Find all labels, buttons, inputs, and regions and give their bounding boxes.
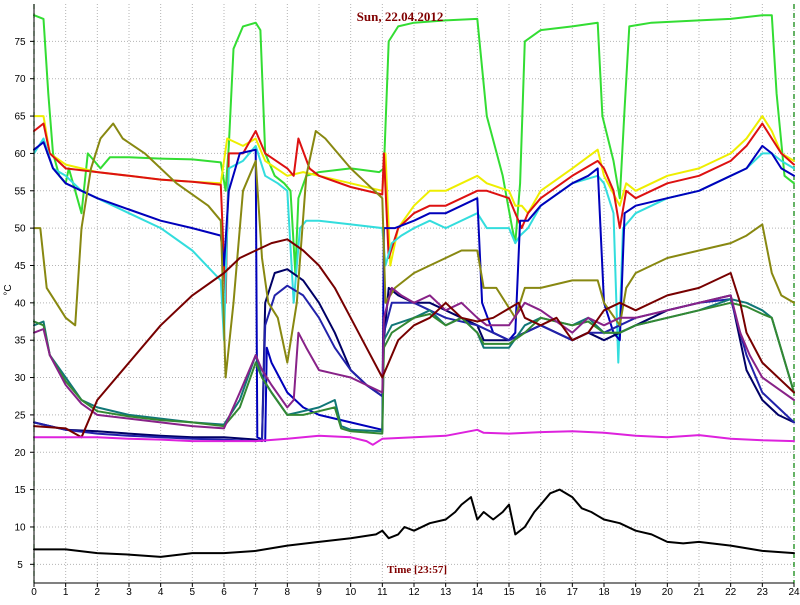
y-tick-label: 55	[14, 186, 26, 197]
y-tick-label: 10	[14, 522, 26, 533]
y-tick-label: 60	[14, 149, 26, 160]
x-tick-label: 12	[408, 587, 420, 598]
x-tick-label: 3	[126, 587, 132, 598]
series-line-4	[33, 137, 795, 364]
series-line-8	[33, 122, 795, 379]
x-tick-label: 8	[285, 587, 291, 598]
x-tick-label: 22	[725, 587, 737, 598]
x-tick-label: 1	[63, 587, 69, 598]
x-tick-label: 10	[345, 587, 357, 598]
x-tick-label: 7	[253, 587, 259, 598]
y-tick-label: 70	[14, 74, 26, 85]
y-tick-label: 45	[14, 261, 26, 272]
x-tick-label: 2	[95, 587, 101, 598]
chart-title: Sun, 22.04.2012	[357, 9, 444, 24]
series-line-7	[33, 284, 795, 443]
y-tick-label: 40	[14, 298, 26, 309]
x-tick-label: 19	[630, 587, 642, 598]
x-tick-label: 6	[221, 587, 227, 598]
y-tick-label: 25	[14, 410, 26, 421]
x-tick-label: 18	[598, 587, 610, 598]
x-axis-label: Time [23:57]	[387, 564, 447, 576]
y-tick-label: 75	[14, 37, 26, 48]
series-layer	[33, 14, 795, 558]
y-tick-label: 35	[14, 336, 26, 347]
x-tick-label: 11	[377, 587, 388, 598]
x-tick-label: 15	[503, 587, 515, 598]
x-tick-label: 4	[158, 587, 164, 598]
y-tick-label: 65	[14, 112, 26, 123]
x-tick-label: 9	[316, 587, 322, 598]
y-tick-label: 20	[14, 448, 26, 459]
series-line-13	[33, 428, 795, 446]
series-line-14	[33, 488, 795, 558]
x-tick-label: 16	[535, 587, 547, 598]
series-line-5	[33, 141, 795, 443]
x-tick-label: 23	[757, 587, 769, 598]
series-line-3	[33, 122, 795, 304]
x-tick-label: 13	[440, 587, 452, 598]
y-tick-label: 50	[14, 224, 26, 235]
x-tick-label: 0	[31, 587, 37, 598]
x-tick-label: 24	[788, 587, 800, 598]
x-tick-label: 17	[567, 587, 579, 598]
x-tick-label: 14	[472, 587, 484, 598]
series-line-12	[33, 238, 795, 439]
y-tick-label: 15	[14, 485, 26, 496]
x-tick-label: 21	[693, 587, 705, 598]
y-axis-label: °C	[3, 284, 14, 295]
series-line-10	[33, 301, 795, 435]
x-tick-label: 20	[662, 587, 674, 598]
y-tick-label: 5	[17, 560, 23, 571]
x-tick-label: 5	[190, 587, 196, 598]
y-tick-label: 30	[14, 373, 26, 384]
series-line-11	[33, 286, 795, 430]
